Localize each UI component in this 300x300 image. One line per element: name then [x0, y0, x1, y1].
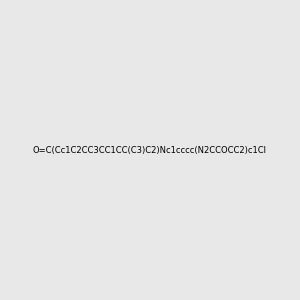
Text: O=C(Cc1C2CC3CC1CC(C3)C2)Nc1cccc(N2CCOCC2)c1Cl: O=C(Cc1C2CC3CC1CC(C3)C2)Nc1cccc(N2CCOCC2…: [33, 146, 267, 154]
